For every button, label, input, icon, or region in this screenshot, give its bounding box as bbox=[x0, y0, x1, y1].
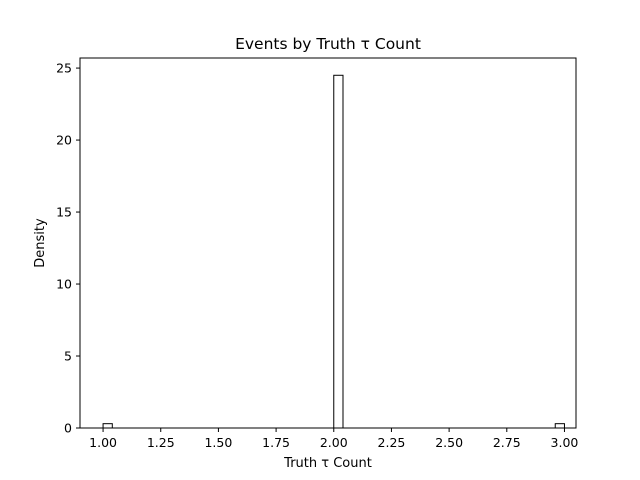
y-axis-label: Density bbox=[33, 218, 48, 268]
y-tick-label: 25 bbox=[56, 61, 72, 76]
y-axis-ticks: 0 5 10 15 20 25 bbox=[56, 61, 80, 436]
plot-frame bbox=[79, 57, 577, 429]
x-tick-label: 1.00 bbox=[89, 435, 117, 450]
x-tick-label: 2.00 bbox=[320, 435, 348, 450]
chart-title: Events by Truth τ Count bbox=[235, 35, 421, 53]
x-axis-ticks: 1.00 1.25 1.50 1.75 2.00 2.25 2.50 2.75 3.00 bbox=[89, 428, 578, 450]
y-tick-label: 10 bbox=[56, 277, 72, 292]
y-tick-label: 5 bbox=[64, 349, 72, 364]
x-tick-label: 1.50 bbox=[204, 435, 232, 450]
y-tick-label: 15 bbox=[56, 205, 72, 220]
x-tick-label: 1.75 bbox=[262, 435, 290, 450]
x-tick-label: 2.25 bbox=[378, 435, 406, 450]
x-tick-label: 2.75 bbox=[493, 435, 521, 450]
y-tick-label: 0 bbox=[64, 421, 72, 436]
x-tick-label: 3.00 bbox=[551, 435, 579, 450]
x-axis-label: Truth τ Count bbox=[283, 456, 372, 471]
y-tick-label: 20 bbox=[56, 133, 72, 148]
x-tick-label: 1.25 bbox=[147, 435, 175, 450]
x-tick-label: 2.50 bbox=[435, 435, 463, 450]
